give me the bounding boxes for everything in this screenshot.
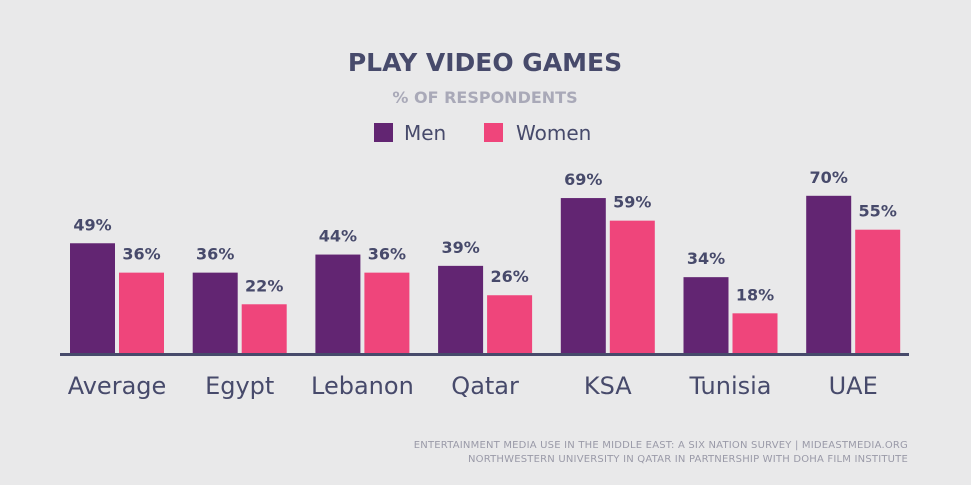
data-label-women-uae: 55%	[859, 202, 897, 221]
data-label-men-qatar: 39%	[441, 238, 479, 257]
data-label-men-egypt: 36%	[196, 245, 234, 264]
bar-men-tunisia	[683, 277, 729, 354]
bar-women-qatar	[487, 295, 533, 354]
data-label-women-egypt: 22%	[245, 276, 283, 295]
category-label-lebanon: Lebanon	[311, 372, 414, 400]
data-label-men-tunisia: 34%	[687, 249, 725, 268]
data-label-women-average: 36%	[122, 245, 160, 264]
data-label-women-tunisia: 18%	[736, 285, 774, 304]
bars	[70, 195, 901, 354]
bar-men-uae	[806, 195, 852, 354]
bar-women-egypt	[241, 304, 287, 354]
category-label-ksa: KSA	[584, 372, 632, 400]
bar-men-ksa	[560, 198, 606, 354]
chart-title: PLAY VIDEO GAMES	[348, 48, 622, 77]
bar-women-tunisia	[732, 313, 778, 354]
category-label-average: Average	[68, 372, 167, 400]
category-label-tunisia: Tunisia	[689, 372, 772, 400]
category-label-qatar: Qatar	[451, 372, 519, 400]
legend-label-women: Women	[516, 121, 591, 145]
source-line-1: ENTERTAINMENT MEDIA USE IN THE MIDDLE EA…	[414, 440, 908, 451]
data-label-men-lebanon: 44%	[319, 227, 357, 246]
data-label-men-uae: 70%	[810, 168, 848, 187]
bar-women-lebanon	[364, 272, 410, 354]
data-label-women-qatar: 26%	[490, 267, 528, 286]
legend-swatch-women	[484, 123, 503, 142]
legend-label-men: Men	[404, 121, 446, 145]
category-label-uae: UAE	[829, 372, 878, 400]
bar-women-average	[119, 272, 164, 354]
data-label-men-ksa: 69%	[564, 170, 602, 189]
data-label-men-average: 49%	[73, 215, 111, 234]
legend-swatch-men	[374, 123, 393, 142]
legend: Men Women	[374, 121, 591, 145]
source-line-2: NORTHWESTERN UNIVERSITY IN QATAR IN PART…	[468, 454, 908, 465]
category-label-egypt: Egypt	[205, 372, 274, 400]
data-label-women-lebanon: 36%	[368, 245, 406, 264]
bar-men-egypt	[192, 272, 238, 354]
chart-subtitle: % OF RESPONDENTS	[392, 88, 577, 107]
data-label-women-ksa: 59%	[613, 193, 651, 212]
category-labels: Average Egypt Lebanon Qatar KSA Tunisia UAE	[68, 372, 878, 400]
bar-women-ksa	[609, 220, 655, 354]
bar-women-uae	[855, 229, 901, 354]
bar-men-average	[70, 243, 115, 354]
bar-men-qatar	[438, 265, 484, 354]
data-labels: 49% 36% 36% 22% 44% 36% 39% 26% 69% 59% 34% 18% 70% 5…	[73, 168, 896, 305]
bar-men-lebanon	[315, 254, 361, 354]
